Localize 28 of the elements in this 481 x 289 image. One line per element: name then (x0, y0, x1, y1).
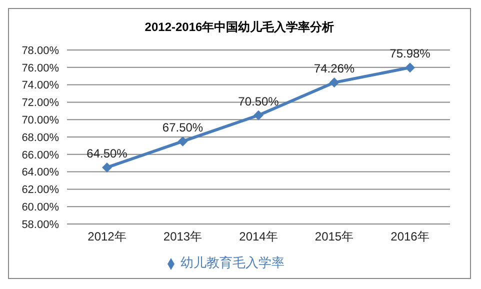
x-tick-label: 2013年 (163, 230, 202, 244)
y-tick-label: 58.00% (22, 218, 60, 231)
x-tick-label: 2015年 (314, 230, 354, 244)
point (405, 62, 415, 73)
x-tick-label: 2012年 (88, 230, 126, 244)
y-tick-label: 60.00% (22, 202, 60, 214)
y-tick-label: 68.00% (22, 132, 60, 144)
y-tick-label: 66.00% (22, 149, 60, 162)
y-tick-label: 62.00% (22, 184, 60, 196)
point (254, 110, 264, 120)
point (178, 136, 188, 146)
legend-label: 幼儿教育毛入学率 (180, 255, 284, 270)
x-tick-label: 2014年 (239, 230, 278, 244)
data-label: 67.50% (162, 120, 204, 134)
y-tick-label: 72.00% (22, 97, 60, 110)
data-label: 75.98% (390, 46, 431, 61)
y-tick-label: 76.00% (22, 62, 60, 74)
y-tick-label: 78.00% (22, 44, 60, 57)
data-label: 70.50% (238, 94, 280, 108)
point (329, 78, 340, 88)
y-tick-label: 74.00% (22, 80, 60, 92)
x-tick-label: 2016年 (390, 230, 430, 244)
data-label: 64.50% (86, 146, 128, 160)
point (102, 162, 112, 172)
chart-title: 2012-2016年中国幼儿毛入学率分析 (144, 19, 336, 36)
y-tick-label: 64.00% (22, 166, 60, 179)
y-tick-label: 70.00% (22, 114, 60, 127)
data-label: 74.26% (314, 62, 355, 76)
